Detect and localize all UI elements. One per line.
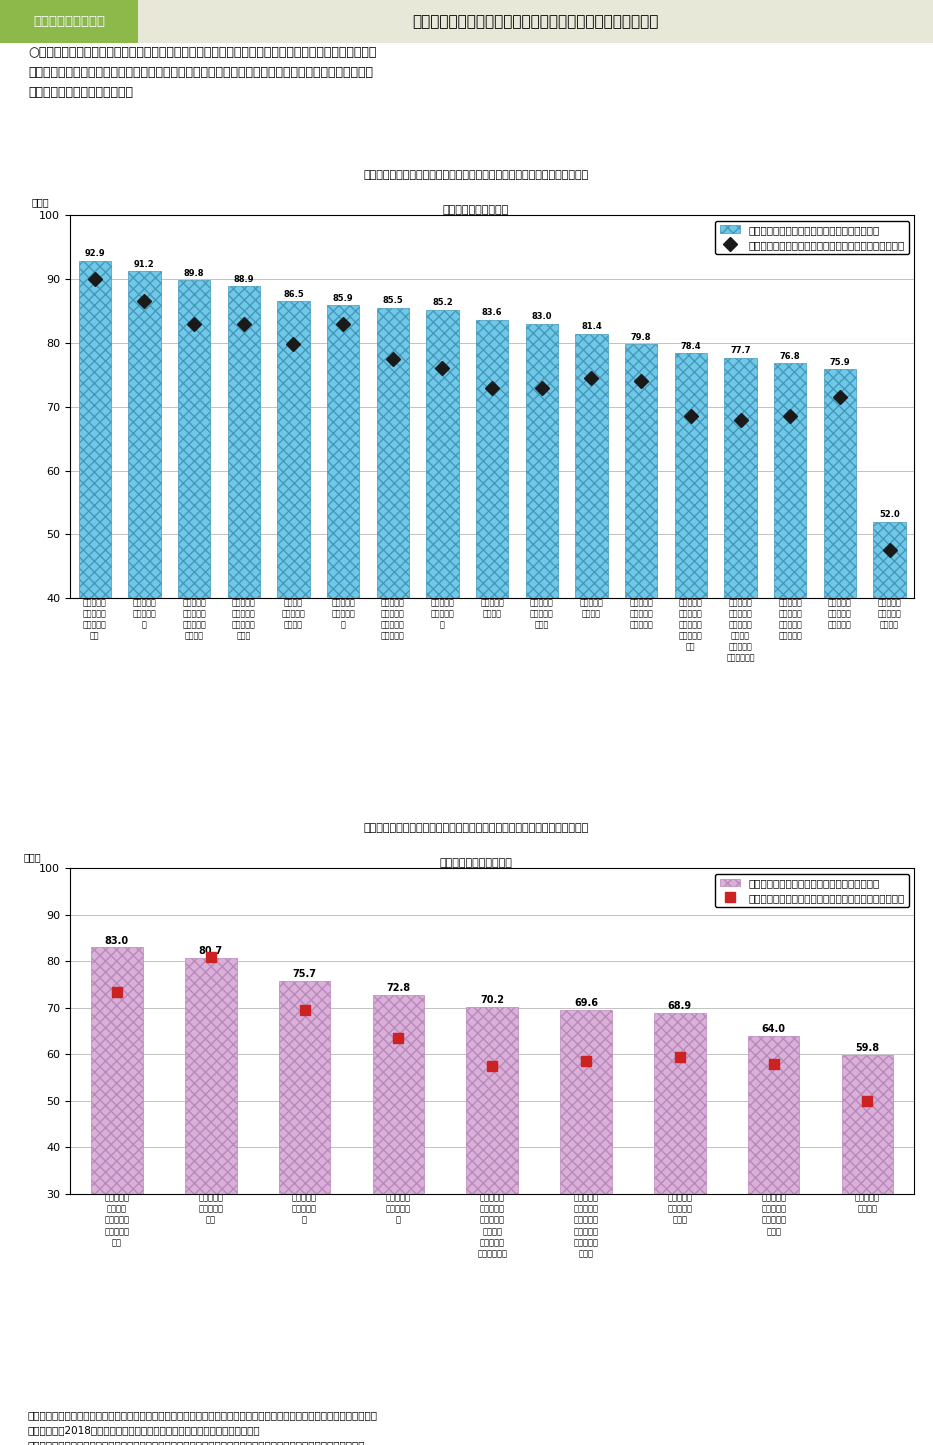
Text: 能力開発機
会の充実: 能力開発機 会の充実	[855, 1194, 880, 1214]
Text: 第２－（３）－６図: 第２－（３）－６図	[33, 16, 105, 27]
Text: 有給休暇の
取得促進: 有給休暇の 取得促進	[579, 598, 604, 618]
Text: ○　多様な人材の能力が十分に発揮されている企業では、総じて雇用管理の取組の実施率が高く、特に
「能力開発機会の充実」「従業員間の不合理な待遇格差の解消（男女間、: ○ 多様な人材の能力が十分に発揮されている企業では、総じて雇用管理の取組の実施率…	[28, 46, 376, 100]
Text: 92.9: 92.9	[85, 249, 105, 259]
Bar	[277, 302, 310, 598]
Bar	[774, 363, 806, 598]
Bar	[327, 305, 359, 598]
Text: （％）: （％）	[23, 853, 41, 861]
Text: （％）: （％）	[32, 198, 49, 208]
Text: 89.8: 89.8	[184, 269, 204, 277]
Text: 育児・介護
により休業
された方へ
の復職支援: 育児・介護 により休業 された方へ の復職支援	[778, 598, 802, 640]
Text: 能力開発機
会の充実: 能力開発機 会の充実	[480, 598, 504, 618]
Text: 多様な人材の能力が十分に発揮されている企業における雇用管理の実施割合: 多様な人材の能力が十分に発揮されている企業における雇用管理の実施割合	[363, 824, 589, 832]
Text: 83.0: 83.0	[532, 312, 552, 321]
Bar	[724, 357, 757, 598]
Bar	[377, 308, 409, 598]
Bar	[372, 994, 425, 1194]
Bar	[279, 981, 330, 1194]
Text: 76.8: 76.8	[780, 351, 801, 361]
Text: 多様な人材の十分な能力の発揮につながる雇用管理について: 多様な人材の十分な能力の発揮につながる雇用管理について	[412, 14, 659, 29]
Text: 77.7: 77.7	[731, 345, 751, 355]
Bar	[91, 948, 143, 1194]
Bar	[476, 319, 508, 598]
Text: コミュニ
ケーション
の円滑化: コミュニ ケーション の円滑化	[282, 598, 305, 630]
Bar	[824, 368, 856, 598]
Text: 85.5: 85.5	[383, 296, 403, 305]
Bar	[675, 353, 707, 598]
Bar	[228, 286, 260, 598]
Text: 労働時間の
短縮や働き
方の柔軟化: 労働時間の 短縮や働き 方の柔軟化	[828, 598, 852, 630]
Bar	[138, 0, 933, 43]
Bar	[842, 1055, 893, 1194]
Text: 経営戦略情
報・方針・
部門・職場
での目標の
共有化・浸
透促進: 経営戦略情 報・方針・ 部門・職場 での目標の 共有化・浸 透促進	[574, 1194, 598, 1259]
Bar	[185, 958, 236, 1194]
Bar	[560, 1010, 612, 1194]
Text: 83.6: 83.6	[481, 308, 503, 318]
Bar	[178, 280, 210, 598]
Text: 91.2: 91.2	[134, 260, 155, 269]
Text: 資料出所　（独）労働政策研究・研修機構「多様な働き方の進展と人材マネジメントの在り方に関する調査（企業調査票）」
　　　　　（2018年）の個票を厚生労働省労働: 資料出所 （独）労働政策研究・研修機構「多様な働き方の進展と人材マネジメントの在…	[28, 1410, 378, 1445]
Text: 85.9: 85.9	[333, 293, 354, 303]
Text: 72.8: 72.8	[386, 983, 411, 993]
Text: 59.8: 59.8	[856, 1043, 880, 1053]
Text: 多様な人材の能力が十分に発揮されている企業における雇用管理の実施割合: 多様な人材の能力が十分に発揮されている企業における雇用管理の実施割合	[363, 171, 589, 179]
Text: 80.7: 80.7	[199, 946, 223, 957]
Text: 従業員間の
不合理な待
遇格差の解
消（男女
間・正規・
非正規間等）: 従業員間の 不合理な待 遇格差の解 消（男女 間・正規・ 非正規間等）	[477, 1194, 508, 1259]
Bar	[129, 272, 160, 598]
Text: （正社員対象の取組）: （正社員対象の取組）	[442, 205, 509, 214]
Bar	[873, 522, 906, 598]
Text: 採用時に職
務内容を文
書で明確化: 採用時に職 務内容を文 書で明確化	[629, 598, 653, 630]
Text: 仕事と病気
治療との両
立支援: 仕事と病気 治療との両 立支援	[530, 598, 553, 630]
Bar	[78, 260, 111, 598]
Text: 75.7: 75.7	[293, 970, 316, 980]
Bar	[426, 309, 459, 598]
Text: （非正社員対象の取組）: （非正社員対象の取組）	[439, 858, 512, 867]
Text: 79.8: 79.8	[631, 332, 651, 341]
Text: 70.2: 70.2	[480, 996, 504, 1006]
Text: 仕事と育児
との両立支
援: 仕事と育児 との両立支 援	[132, 598, 157, 630]
Text: 仕事と育児
との両立支
援: 仕事と育児 との両立支 援	[292, 1194, 317, 1225]
Bar	[654, 1013, 705, 1194]
Text: 業務遂行に
伴う裁量権
限の拡大: 業務遂行に 伴う裁量権 限の拡大	[878, 598, 901, 630]
Bar	[625, 344, 658, 598]
Bar	[576, 334, 607, 598]
Text: 78.4: 78.4	[680, 341, 701, 351]
Text: 優秀な人材
を正社員へ
登用: 優秀な人材 を正社員へ 登用	[198, 1194, 223, 1225]
Bar	[466, 1007, 518, 1194]
Text: 人事評価に
関する公正
性・納得性
の向上: 人事評価に 関する公正 性・納得性 の向上	[232, 598, 256, 640]
Text: 人事評価に
関する公正
性・納得性
の向上: 人事評価に 関する公正 性・納得性 の向上	[761, 1194, 787, 1235]
Text: 仕事と介護
との両立支
援: 仕事と介護 との両立支 援	[431, 598, 454, 630]
Text: 職場の人間
関係やコ
ミュニケー
ションの円
滑化: 職場の人間 関係やコ ミュニケー ションの円 滑化	[104, 1194, 130, 1247]
Text: 81.4: 81.4	[581, 322, 602, 331]
Text: 64.0: 64.0	[761, 1025, 786, 1033]
Text: 能力・成果
等に見合っ
た昇進や賞
金アップ: 能力・成果 等に見合っ た昇進や賞 金アップ	[182, 598, 206, 640]
Text: 従業員間の
不合理な待
遇格差の解
消（男女
間、正規・
非正規間等）: 従業員間の 不合理な待 遇格差の解 消（男女 間、正規・ 非正規間等）	[726, 598, 755, 663]
Text: 長時間労働
対策やメン
タルヘルス
対策: 長時間労働 対策やメン タルヘルス 対策	[83, 598, 106, 640]
Bar	[525, 324, 558, 598]
Bar	[748, 1036, 800, 1194]
Text: 優秀な人材
の抜擢・登
用: 優秀な人材 の抜擢・登 用	[331, 598, 355, 630]
Text: 85.2: 85.2	[432, 298, 453, 308]
Text: 83.0: 83.0	[104, 935, 129, 945]
Text: 75.9: 75.9	[829, 357, 850, 367]
Legend: 多様な人材の能力が十分に発揮されている企業, 多様な人材の十分な能力の発揮に向けて課題がある企業: 多様な人材の能力が十分に発揮されている企業, 多様な人材の十分な能力の発揮に向け…	[716, 874, 909, 907]
Text: 仕事と介護
との両立支
援: 仕事と介護 との両立支 援	[386, 1194, 411, 1225]
Legend: 多様な人材の能力が十分に発揮されている企業, 多様な人材の十分な能力の発揮に向けて課題がある企業: 多様な人材の能力が十分に発揮されている企業, 多様な人材の十分な能力の発揮に向け…	[716, 221, 909, 254]
Text: 86.5: 86.5	[283, 290, 304, 299]
Text: 配属・配置
転換を含め
た本人の希
望等を踏ま
えた: 配属・配置 転換を含め た本人の希 望等を踏ま えた	[679, 598, 703, 652]
Text: 68.9: 68.9	[668, 1001, 692, 1011]
Text: 目標管理の
共有化・浸
透、職場で
の適職配置: 目標管理の 共有化・浸 透、職場で の適職配置	[381, 598, 405, 640]
Text: 52.0: 52.0	[879, 510, 900, 519]
Text: 仕事と病気
療養との両
立支援: 仕事と病気 療養との両 立支援	[667, 1194, 692, 1225]
Text: 69.6: 69.6	[574, 998, 598, 1007]
Bar	[0, 0, 138, 43]
Text: 88.9: 88.9	[233, 275, 254, 283]
